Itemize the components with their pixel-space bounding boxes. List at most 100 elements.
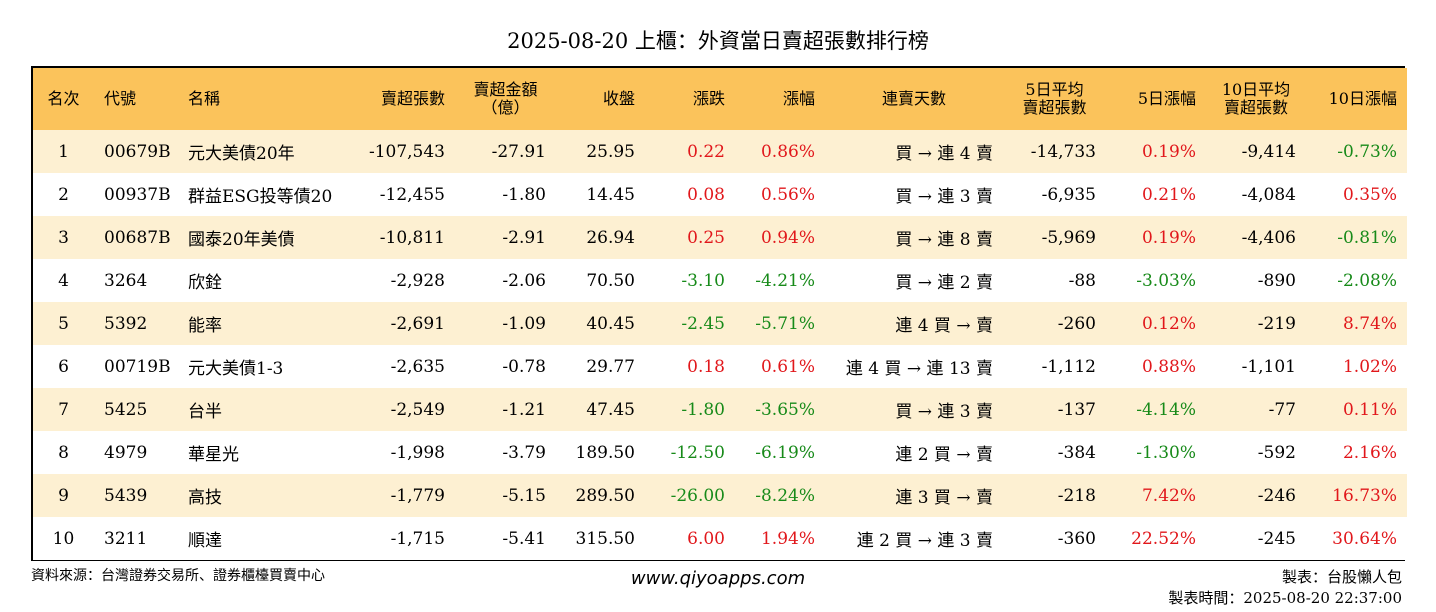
cell-change: -3.10: [681, 270, 725, 291]
cell-pct: 0.86%: [760, 141, 815, 162]
cell-name: 能率: [188, 316, 222, 336]
cell-avg10: -246: [1257, 485, 1296, 506]
cell-change: -1.80: [681, 399, 725, 420]
cell-pct10: 0.11%: [1342, 399, 1397, 420]
data-source-note: 資料來源：台灣證券交易所、證券櫃檯買賣中心: [31, 568, 325, 584]
cell-streak: 連 2 買 → 賣: [895, 445, 993, 465]
cell-avg5: -6,935: [1041, 184, 1096, 205]
cell-sell-lots: -12,455: [379, 184, 445, 205]
cell-rank: 9: [58, 485, 69, 506]
cell-amount: -1.21: [502, 399, 546, 420]
cell-name: 元大美債1-3: [188, 359, 284, 379]
cell-sell-lots: -1,779: [390, 485, 445, 506]
header-rank: 名次: [47, 89, 80, 108]
page-title: 2025-08-20 上櫃：外資當日賣超張數排行榜: [507, 29, 929, 53]
cell-pct5: 0.21%: [1141, 184, 1196, 205]
table-row: 10 3211 順達 -1,715 -5.41 315.50 6.00 1.94…: [33, 517, 1407, 560]
cell-streak: 買 → 連 3 賣: [895, 402, 993, 422]
cell-change: -2.45: [681, 313, 725, 334]
cell-code: 00687B: [104, 227, 171, 248]
cell-streak: 連 2 買 → 連 3 賣: [856, 531, 993, 551]
header-avg10: 10日平均 賣超張數: [1206, 68, 1306, 130]
cell-code: 00719B: [104, 356, 171, 377]
cell-name: 群益ESG投等債20: [188, 187, 333, 207]
cell-rank: 6: [58, 356, 69, 377]
cell-streak: 買 → 連 4 賣: [895, 144, 993, 164]
cell-pct10: -2.08%: [1337, 270, 1397, 291]
cell-code: 5392: [104, 313, 148, 334]
cell-avg10: -245: [1257, 528, 1296, 549]
cell-pct5: 7.42%: [1141, 485, 1196, 506]
header-avg5-line2: 賣超張數: [1022, 98, 1087, 117]
cell-close: 25.95: [586, 141, 635, 162]
cell-amount: -1.80: [502, 184, 546, 205]
header-amount-line2: （億）: [481, 98, 530, 117]
header-avg10-line2: 賣超張數: [1223, 98, 1288, 117]
cell-streak: 連 3 買 → 賣: [895, 488, 993, 508]
ranking-table: 名次 代號 名稱 賣超張數 賣超金額 （億） 收盤 漲跌 漲幅 連賣天數 5日平…: [31, 66, 1407, 561]
cell-name: 國泰20年美債: [188, 230, 295, 250]
cell-pct5: -3.03%: [1136, 270, 1196, 291]
cell-name: 台半: [188, 402, 222, 422]
cell-close: 189.50: [575, 442, 635, 463]
cell-pct10: 1.02%: [1342, 356, 1397, 377]
cell-pct: -5.71%: [755, 313, 815, 334]
cell-code: 4979: [104, 442, 148, 463]
cell-rank: 10: [52, 528, 75, 549]
cell-avg10: -219: [1257, 313, 1296, 334]
cell-sell-lots: -2,635: [390, 356, 445, 377]
cell-amount: -2.06: [502, 270, 546, 291]
cell-amount: -2.91: [502, 227, 546, 248]
cell-pct: 0.94%: [760, 227, 815, 248]
cell-close: 70.50: [586, 270, 635, 291]
cell-pct5: 0.19%: [1141, 227, 1196, 248]
cell-sell-lots: -2,928: [390, 270, 445, 291]
cell-sell-lots: -2,691: [390, 313, 445, 334]
cell-name: 華星光: [188, 445, 239, 465]
header-sell-lots: 賣超張數: [380, 89, 445, 108]
header-avg5: 5日平均 賣超張數: [1003, 68, 1106, 130]
cell-sell-lots: -10,811: [379, 227, 445, 248]
cell-pct10: 16.73%: [1332, 485, 1397, 506]
header-pct5: 5日漲幅: [1137, 89, 1196, 108]
table-row: 7 5425 台半 -2,549 -1.21 47.45 -1.80 -3.65…: [33, 388, 1407, 431]
cell-amount: -1.09: [502, 313, 546, 334]
table-row: 8 4979 華星光 -1,998 -3.79 189.50 -12.50 -6…: [33, 431, 1407, 474]
cell-rank: 1: [58, 141, 69, 162]
header-amount: 賣超金額 （億）: [455, 68, 556, 130]
cell-sell-lots: -1,998: [390, 442, 445, 463]
cell-code: 00937B: [104, 184, 171, 205]
cell-pct5: 0.88%: [1141, 356, 1196, 377]
cell-close: 289.50: [575, 485, 635, 506]
generated-timestamp: 製表時間：2025-08-20 22:37:00: [1168, 589, 1402, 607]
cell-code: 00679B: [104, 141, 171, 162]
cell-rank: 3: [58, 227, 69, 248]
cell-pct: 1.94%: [760, 528, 815, 549]
cell-avg10: -1,101: [1241, 356, 1296, 377]
table-row: 6 00719B 元大美債1-3 -2,635 -0.78 29.77 0.18…: [33, 345, 1407, 388]
cell-change: 0.25: [687, 227, 725, 248]
website-link[interactable]: www.qiyoapps.com: [630, 568, 806, 589]
cell-code: 3264: [104, 270, 148, 291]
cell-rank: 2: [58, 184, 69, 205]
header-change: 漲跌: [692, 89, 725, 108]
cell-close: 14.45: [586, 184, 635, 205]
cell-avg5: -384: [1057, 442, 1096, 463]
cell-pct10: 0.35%: [1342, 184, 1397, 205]
header-streak: 連賣天數: [881, 89, 946, 108]
cell-close: 47.45: [586, 399, 635, 420]
cell-pct5: -4.14%: [1136, 399, 1196, 420]
cell-code: 5439: [104, 485, 148, 506]
cell-close: 29.77: [586, 356, 635, 377]
header-avg5-line1: 5日平均: [1025, 80, 1084, 99]
cell-pct10: -0.81%: [1337, 227, 1397, 248]
cell-amount: -0.78: [502, 356, 546, 377]
cell-pct5: 0.12%: [1141, 313, 1196, 334]
cell-rank: 7: [58, 399, 69, 420]
cell-streak: 連 4 買 → 連 13 賣: [845, 359, 993, 379]
cell-amount: -5.41: [502, 528, 546, 549]
cell-pct10: 2.16%: [1342, 442, 1397, 463]
table-row: 5 5392 能率 -2,691 -1.09 40.45 -2.45 -5.71…: [33, 302, 1407, 345]
cell-pct: 0.56%: [760, 184, 815, 205]
cell-amount: -5.15: [502, 485, 546, 506]
